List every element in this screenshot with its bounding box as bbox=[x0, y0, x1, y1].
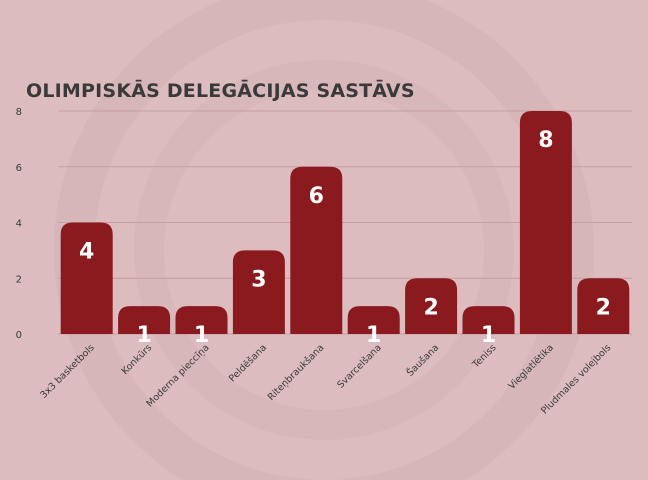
bar bbox=[60, 222, 113, 334]
bar-value-label: 1 bbox=[194, 323, 209, 348]
x-tick-label: Peldēšana bbox=[227, 342, 269, 384]
y-tick-label: 8 bbox=[16, 107, 22, 118]
bars: 4 1 1 3 6 1 2 1 8 2 bbox=[60, 111, 630, 348]
bar bbox=[118, 306, 171, 334]
x-tick-label: Svarcelšana bbox=[335, 342, 383, 390]
bar bbox=[232, 250, 285, 334]
x-tick-label: Šaušana bbox=[404, 342, 441, 379]
y-axis: 0 2 4 6 8 bbox=[16, 107, 22, 341]
bar bbox=[405, 278, 458, 334]
bar bbox=[519, 111, 572, 334]
bar-value-label: 4 bbox=[79, 240, 94, 265]
bar bbox=[347, 306, 400, 334]
bar-value-label: 1 bbox=[136, 323, 151, 348]
bar bbox=[462, 306, 515, 334]
bar-value-label: 2 bbox=[423, 295, 438, 320]
bar bbox=[175, 306, 228, 334]
x-tick-label: Riteņbraukšana bbox=[266, 342, 327, 403]
bar-value-label: 1 bbox=[481, 323, 496, 348]
y-tick-label: 6 bbox=[16, 163, 22, 174]
bar bbox=[577, 278, 630, 334]
y-tick-label: 2 bbox=[16, 274, 22, 285]
bar-value-label: 6 bbox=[309, 184, 324, 209]
x-tick-label: 3x3 basketbols bbox=[38, 342, 97, 401]
bar-value-label: 3 bbox=[251, 267, 266, 292]
chart-title: OLIMPISKĀS DELEGĀCIJAS SASTĀVS bbox=[26, 80, 415, 102]
y-tick-label: 4 bbox=[16, 219, 22, 230]
bar-value-label: 8 bbox=[538, 128, 553, 153]
y-tick-label: 0 bbox=[16, 330, 22, 341]
x-tick-label: Vieglatlētika bbox=[507, 342, 556, 391]
bar-value-label: 2 bbox=[596, 295, 611, 320]
x-tick-label: Moderna pieccīņa bbox=[144, 342, 211, 409]
bar-value-label: 1 bbox=[366, 323, 381, 348]
bar bbox=[290, 166, 343, 334]
